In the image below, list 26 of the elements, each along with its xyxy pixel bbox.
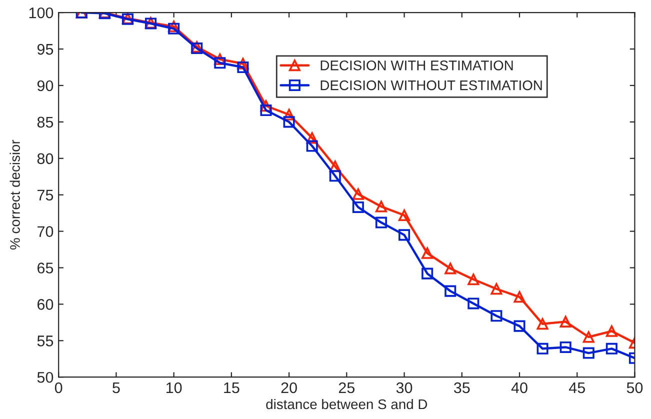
x-tick-label: 30 [396, 382, 412, 394]
y-tick-label: 95 [37, 44, 54, 55]
x-tick-label: 25 [338, 382, 355, 394]
y-tick-label: 60 [38, 299, 54, 310]
y-tick-label: 75 [38, 190, 54, 201]
x-tick-label: 5 [112, 382, 120, 394]
x-tick-label: 40 [511, 382, 528, 394]
x-tick-label: 15 [224, 382, 240, 394]
x-tick-label: 0 [54, 382, 62, 394]
x-tick-label: 10 [166, 382, 182, 394]
y-tick-label: 80 [37, 153, 54, 164]
y-tick-label: 55 [37, 336, 54, 346]
y-axis-title: % correct decisior [10, 140, 20, 250]
legend-label: DECISION WITH ESTIMATION [320, 60, 513, 70]
x-tick-label: 50 [626, 382, 643, 394]
y-tick-label: 70 [38, 226, 54, 237]
y-tick-label: 100 [29, 7, 54, 18]
x-axis-title: distance between S and D [266, 398, 428, 410]
y-tick-label: 65 [38, 262, 54, 274]
y-tick-label: 85 [37, 116, 54, 128]
x-tick-label: 20 [281, 382, 297, 394]
y-tick-label: 50 [37, 372, 54, 383]
x-tick-label: 35 [454, 382, 470, 394]
y-tick-label: 90 [37, 80, 54, 92]
legend-label: DECISION WITHOUT ESTIMATION [320, 80, 542, 90]
x-tick-label: 45 [568, 382, 585, 394]
